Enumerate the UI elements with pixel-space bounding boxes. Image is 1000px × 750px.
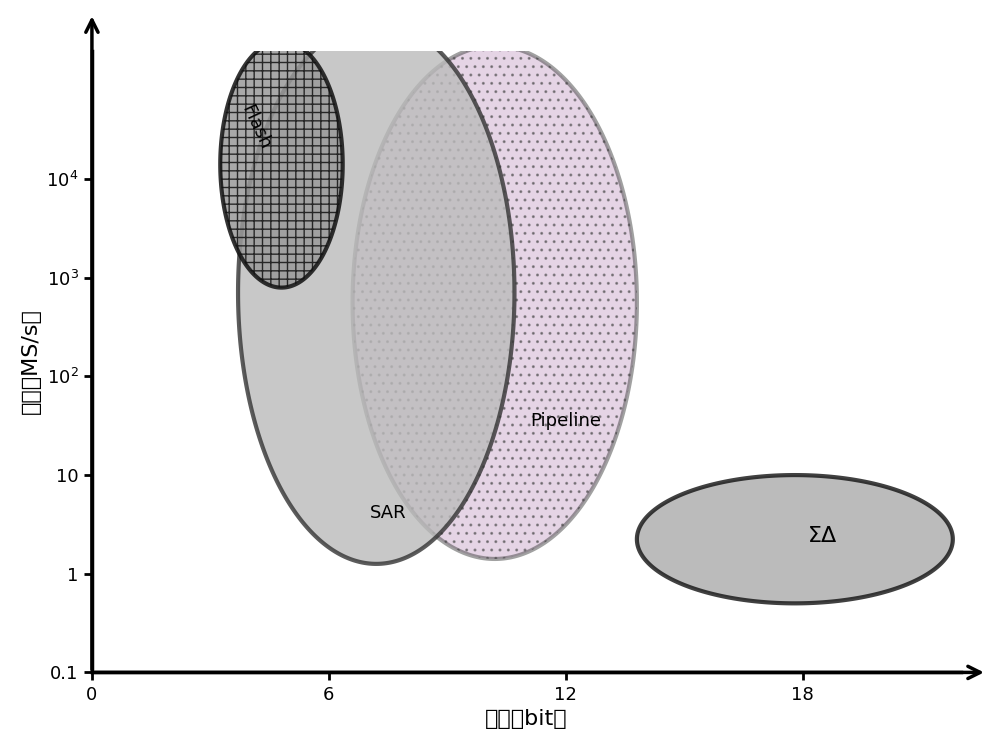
X-axis label: 精度（bit）: 精度（bit） bbox=[485, 710, 568, 729]
Polygon shape bbox=[637, 475, 953, 603]
Polygon shape bbox=[220, 41, 343, 287]
Text: ΣΔ: ΣΔ bbox=[808, 526, 837, 546]
Polygon shape bbox=[238, 21, 514, 564]
Text: Pipeline: Pipeline bbox=[530, 412, 601, 430]
Text: Flash: Flash bbox=[238, 103, 274, 153]
Polygon shape bbox=[353, 46, 637, 559]
Text: SAR: SAR bbox=[370, 503, 406, 521]
Y-axis label: 速度（MS/s）: 速度（MS/s） bbox=[21, 308, 41, 415]
